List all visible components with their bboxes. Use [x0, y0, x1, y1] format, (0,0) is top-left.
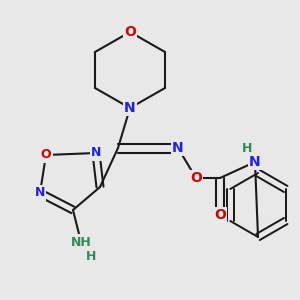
Text: N: N	[249, 155, 261, 169]
Text: O: O	[190, 171, 202, 185]
Text: N: N	[91, 146, 101, 160]
Text: H: H	[86, 250, 96, 262]
Text: O: O	[124, 25, 136, 39]
Text: NH: NH	[70, 236, 92, 248]
Text: N: N	[124, 101, 136, 115]
Text: N: N	[35, 187, 45, 200]
Text: O: O	[214, 208, 226, 222]
Text: O: O	[41, 148, 51, 161]
Text: N: N	[172, 141, 184, 155]
Text: H: H	[242, 142, 252, 154]
